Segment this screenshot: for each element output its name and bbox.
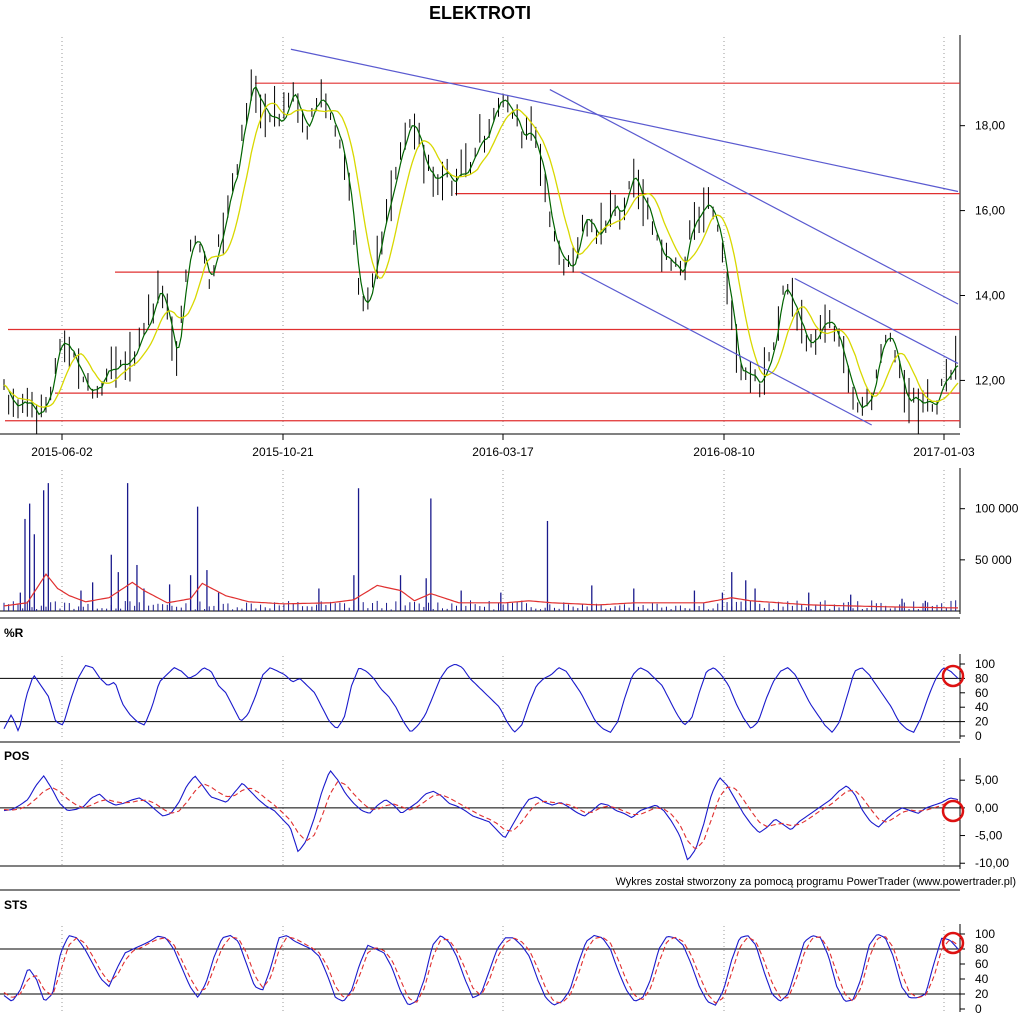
pos-signal-line xyxy=(3,781,959,849)
trendline xyxy=(549,89,959,305)
pos-ytick-label: 0,00 xyxy=(975,801,999,815)
pos-main-line xyxy=(3,770,959,861)
pos-panel: POS -10,00 -5,00 0,00 5,00 xyxy=(0,749,1009,891)
price-ytick-label: 16,00 xyxy=(975,204,1005,218)
trendline xyxy=(794,277,959,364)
price-candles xyxy=(3,69,957,435)
pos-highlight-circle xyxy=(941,799,965,823)
price-ma-slow-line xyxy=(3,102,959,408)
pos-ytick-label: -10,00 xyxy=(975,856,1009,870)
sts-ytick-label: 80 xyxy=(975,942,989,956)
sts-ytick-label: 60 xyxy=(975,957,989,971)
wr-ytick-label: 60 xyxy=(975,686,989,700)
sts-ytick-label: 20 xyxy=(975,987,989,1001)
credit-text: Wykres został stworzony za pomocą progra… xyxy=(615,876,1016,888)
volume-ma-line xyxy=(3,573,958,609)
wr-main-line xyxy=(3,663,959,734)
volume-ytick-label: 100 000 xyxy=(975,502,1019,516)
trendline xyxy=(579,271,872,426)
wr-ytick-label: 40 xyxy=(975,700,989,714)
pos-ytick-label: 5,00 xyxy=(975,773,999,787)
wr-ytick-label: 0 xyxy=(975,729,982,743)
price-xtick-label: 2016-03-17 xyxy=(472,445,534,459)
price-xtick-label: 2017-01-03 xyxy=(913,445,975,459)
volume-panel: 50 000 100 000 xyxy=(0,468,1019,619)
trendline xyxy=(290,48,959,193)
wr-ytick-label: 80 xyxy=(975,671,989,685)
sts-main-line xyxy=(3,934,959,1006)
pos-panel-title: POS xyxy=(4,749,29,763)
price-xtick-label: 2015-06-02 xyxy=(31,445,93,459)
price-ytick-label: 18,00 xyxy=(975,119,1005,133)
wr-ytick-label: 100 xyxy=(975,657,995,671)
price-panel: 12,00 14,00 16,00 18,00 2015-06-02 2015-10-21… xyxy=(0,35,1005,459)
wr-highlight-circle xyxy=(941,664,965,688)
price-ytick-label: 12,00 xyxy=(975,373,1005,387)
price-ytick-label: 14,00 xyxy=(975,289,1005,303)
sts-ytick-label: 100 xyxy=(975,927,995,941)
price-xtick-label: 2015-10-21 xyxy=(252,445,314,459)
pos-ytick-label: -5,00 xyxy=(975,829,1003,843)
sts-ytick-label: 40 xyxy=(975,972,989,986)
chart-title: ELEKTROTI xyxy=(429,3,531,23)
sts-signal-line xyxy=(3,936,959,1004)
sts-ytick-label: 0 xyxy=(975,1002,982,1016)
volume-bars xyxy=(3,483,957,611)
sts-highlight-circle xyxy=(941,931,965,955)
volume-ytick-label: 50 000 xyxy=(975,553,1012,567)
price-xtick-label: 2016-08-10 xyxy=(693,445,755,459)
sts-panel-title: STS xyxy=(4,898,27,912)
wr-ytick-label: 20 xyxy=(975,715,989,729)
price-ma-fast-line xyxy=(3,85,959,416)
wr-panel-title: %R xyxy=(4,626,24,640)
